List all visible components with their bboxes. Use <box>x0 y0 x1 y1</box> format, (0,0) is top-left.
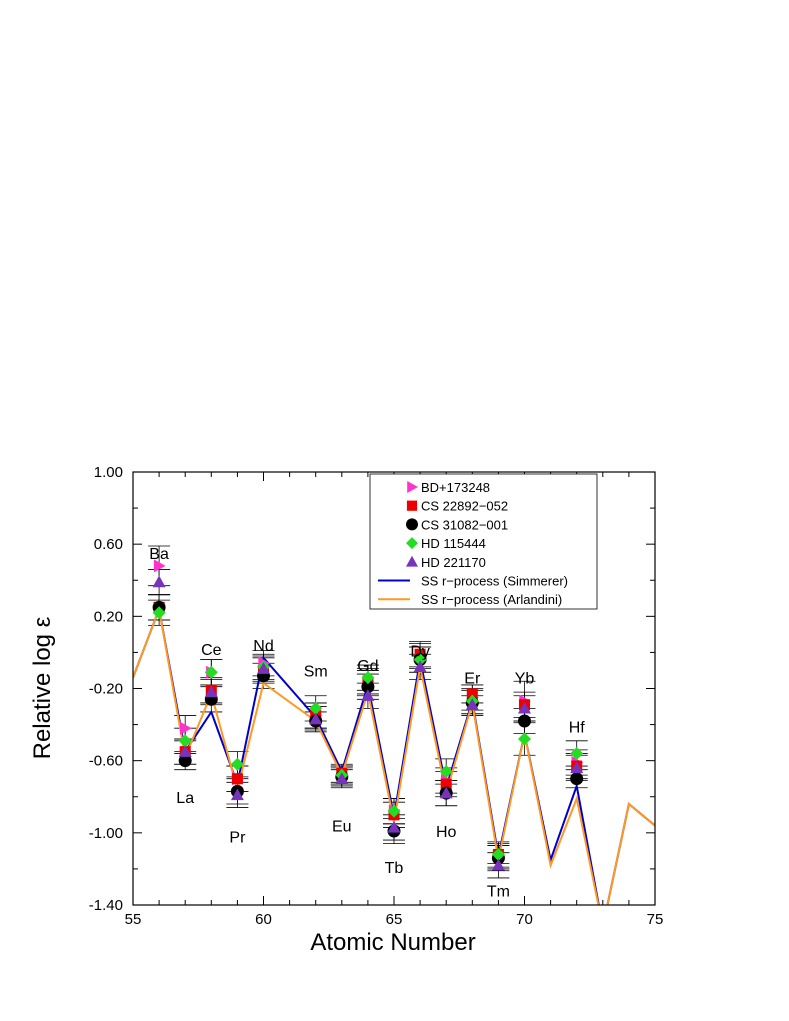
data-point <box>439 786 453 799</box>
y-tick-label: -1.40 <box>89 897 123 914</box>
element-label: Ba <box>149 546 169 563</box>
legend-label: HD 115444 <box>421 536 486 551</box>
data-point <box>309 712 323 725</box>
legend-marker <box>406 555 418 567</box>
element-label: Er <box>464 671 481 688</box>
legend-marker <box>406 518 418 531</box>
data-point <box>257 662 270 674</box>
data-point <box>178 734 192 748</box>
data-point <box>570 746 584 760</box>
element-label: Eu <box>332 819 352 836</box>
legend-label: BD+173248 <box>421 480 490 495</box>
data-point <box>152 575 166 588</box>
legend-marker <box>407 481 418 493</box>
data-point <box>439 764 453 778</box>
data-point <box>413 653 427 667</box>
y-axis-title: Relative log ε <box>29 616 56 759</box>
data-point <box>466 688 478 700</box>
data-point <box>309 701 323 715</box>
data-point <box>465 698 479 710</box>
data-point <box>518 732 531 746</box>
element-label: Tb <box>385 860 404 877</box>
axis-ticks: 55 60 65 70 75 1.00 0.60 0.20 -0.20 -0.60 -1.00 -1.… <box>89 464 664 928</box>
data-point <box>231 773 243 785</box>
data-point <box>387 820 401 833</box>
data-point <box>152 606 166 620</box>
legend: BD+173248 CS 22892−052 CS 31082−001 HD 1154… <box>369 473 598 610</box>
data-point <box>491 858 505 871</box>
data-point <box>361 671 375 685</box>
model-lines-layer <box>133 605 655 905</box>
legend-marker <box>406 537 418 550</box>
data-point <box>518 714 531 728</box>
legend-label: HD 221170 <box>421 555 486 570</box>
element-label: La <box>176 790 194 807</box>
model-line-1 <box>133 605 655 905</box>
data-point <box>570 772 584 786</box>
data-point <box>440 778 452 790</box>
element-label: Tm <box>487 884 510 901</box>
element-label: Pr <box>229 829 246 846</box>
x-tick-label: 65 <box>386 911 403 928</box>
data-point <box>518 701 531 714</box>
element-label: Nd <box>253 638 273 655</box>
legend-label: SS r−process (Simmerer) <box>421 574 568 589</box>
element-label: Yb <box>515 671 535 688</box>
element-label: Ce <box>201 642 222 659</box>
x-tick-label: 75 <box>647 911 664 928</box>
x-tick-label: 70 <box>516 911 533 928</box>
x-tick-label: 55 <box>125 911 142 928</box>
legend-label: CS 31082−001 <box>421 517 508 532</box>
data-point <box>204 685 218 698</box>
element-label: Ho <box>436 824 457 841</box>
y-tick-label: 0.60 <box>94 536 123 553</box>
element-labels: Ba La Ce Pr Nd Sm Eu Gd Dy Tb Er Ho Yb Tm Hf <box>149 546 585 900</box>
x-axis-title: Atomic Number <box>310 929 475 956</box>
element-label: Dy <box>410 644 430 661</box>
y-tick-label: -0.60 <box>89 753 123 770</box>
model-line-0 <box>133 605 655 905</box>
y-tick-label: 0.20 <box>94 608 123 625</box>
data-point <box>570 761 584 774</box>
legend-label: CS 22892−052 <box>421 499 508 514</box>
element-label: Gd <box>357 658 378 675</box>
y-tick-label: -0.20 <box>89 681 123 698</box>
data-point <box>178 745 192 757</box>
data-point <box>230 757 244 771</box>
legend-marker <box>406 500 418 511</box>
data-point <box>361 689 375 701</box>
data-points-layer <box>152 559 584 871</box>
data-point <box>361 680 375 694</box>
element-label: Hf <box>569 719 586 736</box>
data-point <box>153 559 166 573</box>
data-point <box>413 660 427 673</box>
y-tick-label: -1.00 <box>89 825 123 842</box>
data-point <box>387 804 401 818</box>
element-label: Sm <box>304 663 328 680</box>
data-point <box>335 772 349 784</box>
y-tick-label: 1.00 <box>94 464 123 481</box>
data-point <box>491 847 505 861</box>
data-point <box>230 788 244 801</box>
data-point <box>204 665 218 679</box>
legend-label: SS r−process (Arlandini) <box>421 592 562 607</box>
x-tick-label: 60 <box>255 911 272 928</box>
data-point <box>178 754 192 768</box>
data-point <box>180 721 192 735</box>
